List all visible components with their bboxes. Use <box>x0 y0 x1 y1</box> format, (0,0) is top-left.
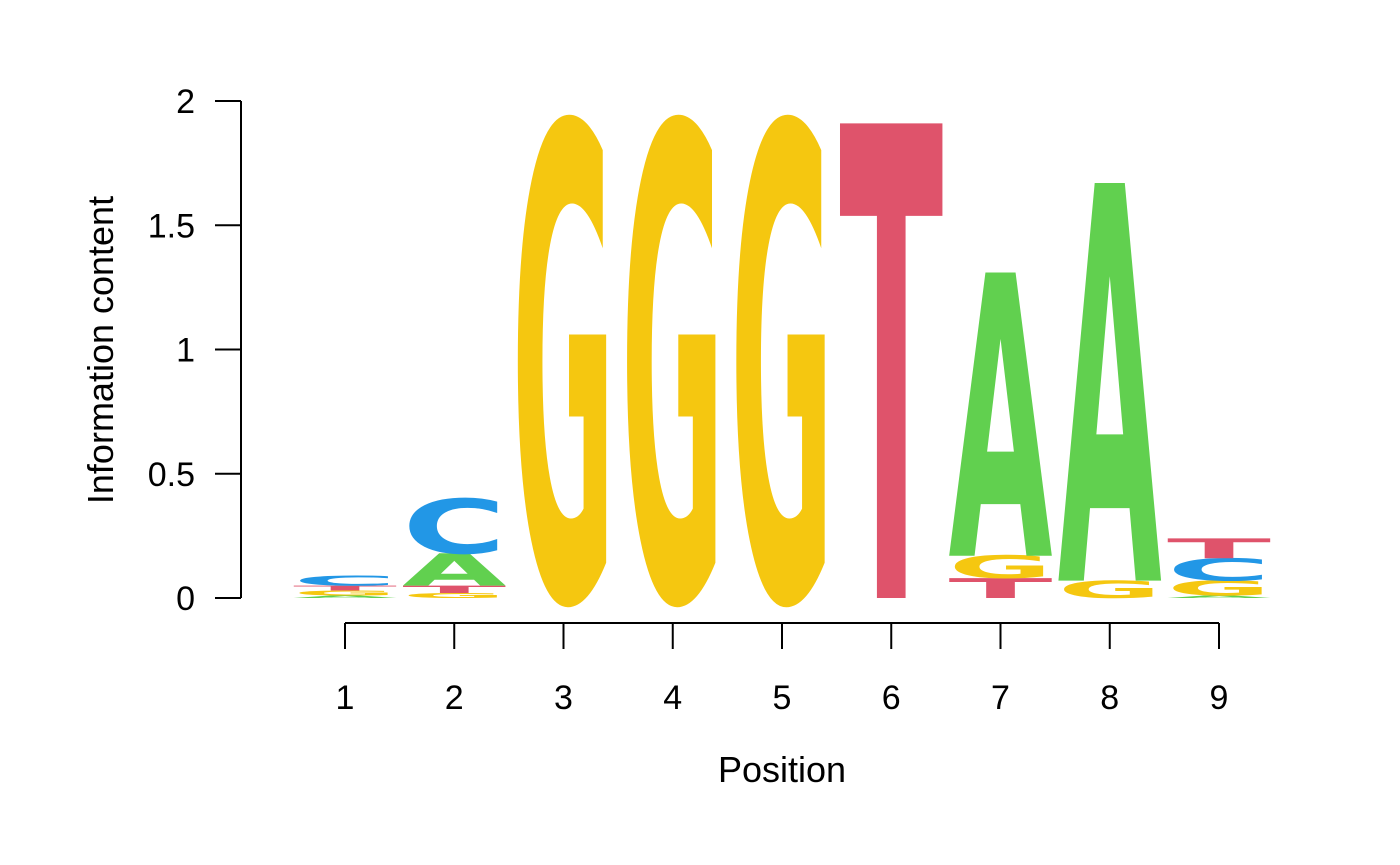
letter-stack-position-7: TGA <box>949 195 1054 648</box>
y-axis-title: Information content <box>80 196 121 504</box>
logo-letter-A: A <box>293 595 398 599</box>
logo-letter-G: G <box>730 0 834 752</box>
logo-letter-G: G <box>949 549 1053 585</box>
logo-letter-T: T <box>949 573 1053 605</box>
x-tick-label: 2 <box>445 679 464 717</box>
logo-letter-G: G <box>621 0 725 752</box>
y-tick-label: 0 <box>176 580 195 618</box>
y-tick-label: 0.5 <box>148 456 195 494</box>
logo-letter-T: T <box>402 584 506 596</box>
logo-letter-A: A <box>949 195 1054 648</box>
logo-letter-T: T <box>1167 533 1271 565</box>
logo-letter-G: G <box>1167 577 1271 601</box>
letter-stack-position-6: T <box>839 0 944 752</box>
letter-stack-position-4: G <box>621 0 725 752</box>
x-tick-label: 8 <box>1100 679 1119 717</box>
x-tick-label: 7 <box>991 679 1010 717</box>
y-tick-label: 1 <box>176 332 195 370</box>
logo-letter-G: G <box>1058 576 1162 604</box>
letter-stack-position-5: G <box>730 0 834 752</box>
logo-letter-G: G <box>512 0 616 752</box>
y-tick-label: 1.5 <box>148 207 195 245</box>
x-tick-label: 6 <box>882 679 901 717</box>
x-axis: 1 2 3 4 5 6 7 8 9 <box>336 622 1229 717</box>
letter-stack-position-8: GA <box>1058 74 1163 710</box>
logo-letter-C: C <box>293 573 397 589</box>
y-axis: 0 0.5 1 1.5 2 <box>148 83 242 618</box>
logo-letter-A: A <box>1167 595 1272 599</box>
logo-letter-T: T <box>293 584 398 592</box>
x-axis-title: Position <box>718 749 846 790</box>
logo-letter-G: G <box>293 589 397 597</box>
y-tick-label: 2 <box>176 83 195 121</box>
logo-letter-T: T <box>839 0 944 752</box>
x-tick-label: 1 <box>336 679 355 717</box>
letter-stack-position-3: G <box>512 0 616 752</box>
x-tick-label: 3 <box>554 679 573 717</box>
x-tick-label: 5 <box>773 679 792 717</box>
logo-letter-C: C <box>402 484 506 571</box>
logo-letter-A: A <box>402 544 506 596</box>
logo-letter-G: G <box>402 592 506 600</box>
logo-letter-C: C <box>1167 552 1271 588</box>
logo-letter-A: A <box>1058 74 1163 710</box>
x-tick-label: 4 <box>663 679 682 717</box>
x-tick-label: 9 <box>1210 679 1229 717</box>
